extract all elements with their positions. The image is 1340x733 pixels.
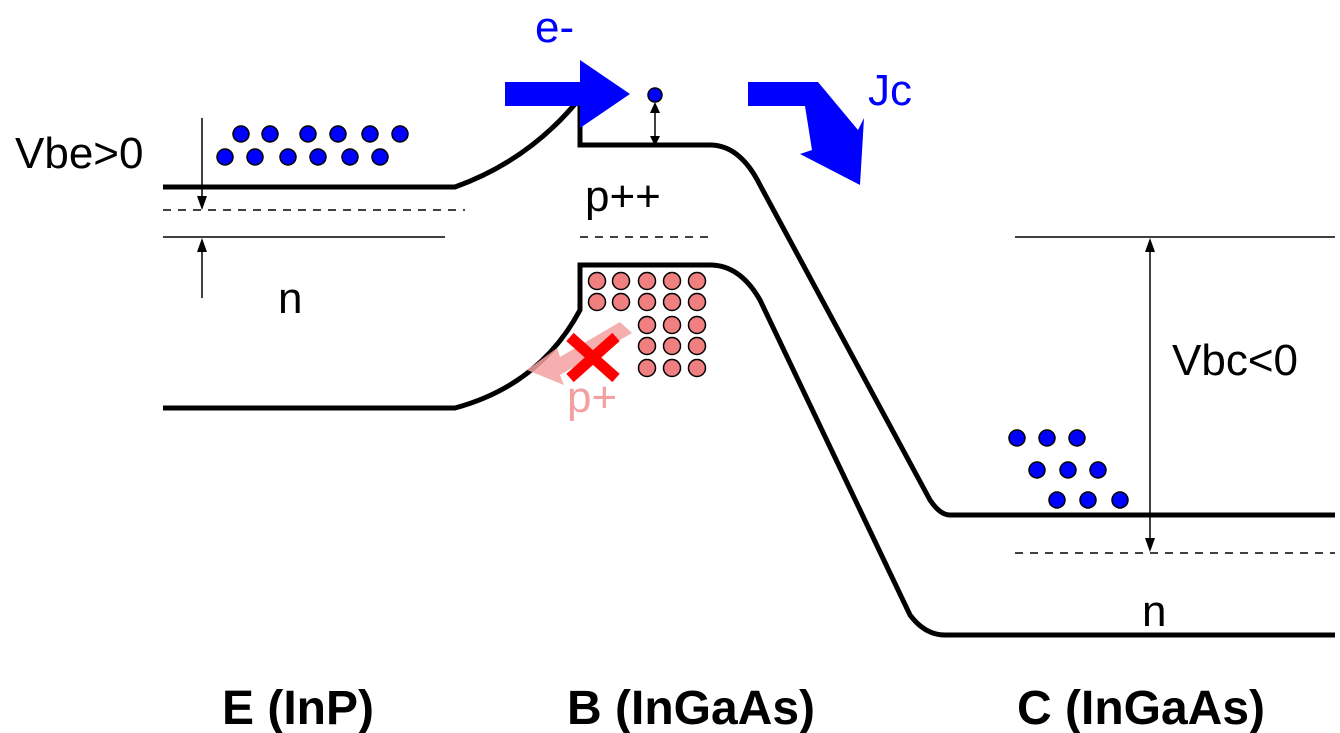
electron-dot: [1089, 461, 1107, 479]
vbc-arrowhead-down: [1145, 538, 1155, 552]
barrier-arrowhead-up: [650, 102, 660, 113]
electron-dot: [1068, 429, 1086, 447]
hole-dot: [662, 336, 682, 356]
hole-dot: [587, 292, 607, 312]
electron-injection-arrow: [505, 60, 630, 128]
vbe-label: Vbe>0: [15, 129, 143, 178]
electron-dot: [647, 87, 663, 103]
hole-dot: [587, 271, 607, 291]
hole-label: p+: [567, 373, 617, 422]
electron-dot: [216, 148, 234, 166]
vbe-arrowhead-up: [197, 238, 207, 252]
electron-dot: [299, 125, 317, 143]
hole-dot: [637, 271, 657, 291]
emitter-type-label: n: [278, 274, 302, 323]
electron-dot: [1038, 429, 1056, 447]
hole-dot: [662, 292, 682, 312]
hole-dot: [687, 358, 707, 378]
collector-type-label: n: [1142, 587, 1166, 636]
hole-dot: [662, 315, 682, 335]
conduction-band: [163, 90, 1335, 518]
hole-dot: [687, 271, 707, 291]
hole-dot: [687, 336, 707, 356]
valence-band: [163, 262, 1335, 638]
hole-group: [587, 271, 707, 378]
base-doping-label: p++: [585, 172, 661, 221]
electron-dot: [371, 148, 389, 166]
electron-dot: [1048, 491, 1066, 509]
electron-dot: [341, 148, 359, 166]
blocked-x-icon: [566, 332, 620, 383]
hole-dot: [662, 358, 682, 378]
electron-dot: [329, 125, 347, 143]
electron-dot: [1008, 429, 1026, 447]
electron-dot: [232, 125, 250, 143]
electron-dot: [246, 148, 264, 166]
electron-group: [216, 87, 1129, 509]
hole-dot: [611, 292, 631, 312]
electron-dot: [309, 148, 327, 166]
electron-dot: [1111, 491, 1129, 509]
electron-dot: [391, 125, 409, 143]
collector-current-label: Jc: [868, 66, 912, 115]
electron-label: e-: [535, 3, 574, 52]
electron-dot: [361, 125, 379, 143]
hole-dot: [637, 292, 657, 312]
hole-backinjection-arrow: [527, 322, 632, 385]
emitter-region-label: E (InP): [222, 682, 374, 733]
electron-dot: [279, 148, 297, 166]
hole-dot: [687, 315, 707, 335]
electron-dot: [1079, 491, 1097, 509]
hole-dot: [637, 336, 657, 356]
vbc-arrowhead-up: [1145, 238, 1155, 252]
hole-dot: [662, 271, 682, 291]
hole-dot: [637, 315, 657, 335]
base-region-label: B (InGaAs): [567, 682, 815, 733]
hole-dot: [637, 358, 657, 378]
vbe-arrowhead-down: [197, 196, 207, 210]
vbc-label: Vbc<0: [1172, 336, 1298, 385]
collector-current-arrow: [748, 82, 864, 185]
electron-dot: [261, 125, 279, 143]
barrier-arrowhead-down: [650, 136, 660, 146]
electron-dot: [1059, 461, 1077, 479]
hole-dot: [611, 271, 631, 291]
electron-dot: [1028, 461, 1046, 479]
collector-region-label: C (InGaAs): [1017, 682, 1265, 733]
hole-dot: [687, 292, 707, 312]
